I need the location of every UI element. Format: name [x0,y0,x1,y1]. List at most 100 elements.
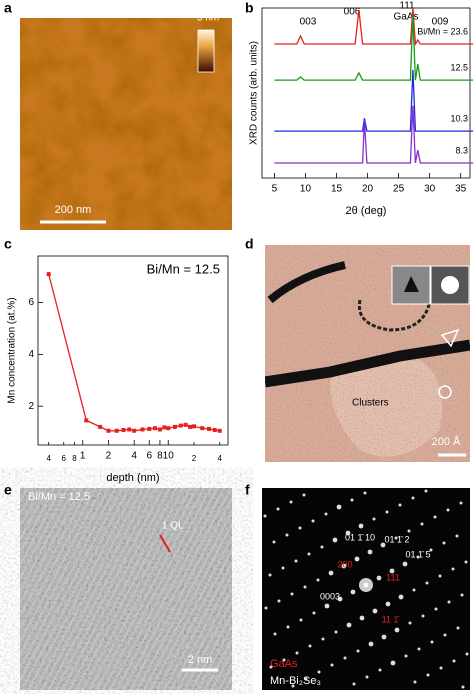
spot [281,566,285,570]
data-point [46,272,51,277]
x-tick-label: 6 [62,454,67,463]
spot [413,680,417,684]
spot-label: 111 [386,572,400,582]
spot [455,534,459,538]
spot [294,559,298,563]
spot [459,501,463,505]
data-point [121,427,126,432]
series-label: 12.5 [450,62,468,72]
spot [363,491,367,495]
data-point [140,427,145,432]
spot-label: 01 1̄ 10 [345,532,375,542]
spot [268,573,272,577]
spot [311,519,315,523]
spot [434,607,438,611]
spot [411,496,415,500]
spot [324,512,328,516]
spot [356,649,360,653]
x-tick-label: 2 [192,454,197,463]
spot [464,560,468,564]
x-tick-label: 35 [455,184,467,195]
spot [276,507,280,511]
series-label: 8.3 [455,145,468,155]
spot [354,556,360,562]
y-tick-label: 2 [28,401,34,412]
x-tick-label: 15 [331,184,343,195]
spot [451,567,455,571]
spot [269,665,273,669]
series-line [274,69,474,132]
spot [352,682,356,686]
scalebar-label: 2 nm [188,654,212,666]
y-axis-label: Mn concentration (at.%) [7,297,18,403]
spot [312,611,316,615]
spot [389,568,395,574]
series-line [274,14,474,81]
scalebar-label: 200 nm [55,204,92,216]
spot [378,668,382,672]
tem-image [20,488,232,690]
spot [350,498,354,502]
spot [438,574,442,578]
panel-label: d [245,236,254,252]
x-tick-label: 30 [424,184,436,195]
spot [285,533,289,537]
spot [424,489,428,493]
plot-frame [261,7,471,179]
stm-image [265,245,470,462]
spot [298,526,302,530]
x-tick-label: 8 [157,451,163,462]
spot [299,618,303,622]
spot [376,575,382,581]
data-point [132,428,137,433]
spot [408,621,412,625]
spot [350,589,356,595]
data-point [114,428,119,433]
spot [404,654,408,658]
panel-label: a [4,0,12,16]
spot [277,599,281,603]
spot [282,658,286,662]
spot [324,603,330,609]
chart-title: Bi/Mn = 12.5 [147,261,220,276]
series-line [274,105,474,164]
data-point [127,427,132,432]
spot [332,537,338,543]
data-point [207,426,212,431]
spot [273,632,277,636]
data-point [152,426,157,431]
spot [398,503,402,507]
x-tick-label: 1 [80,451,86,462]
data-point [172,424,177,429]
spot [295,651,299,655]
spot [416,555,420,559]
spot [337,596,343,602]
x-tick-label: 8 [72,454,77,463]
panel-label: b [245,0,254,16]
spot [443,633,447,637]
data-point [217,428,222,433]
y-tick-label: 4 [28,349,34,360]
spot [426,673,430,677]
spot [328,570,334,576]
legend-entry: GaAs [270,658,298,670]
colorbar-label: 5 nm [197,13,219,24]
x-tick-label: 4 [131,451,137,462]
x-tick-label: 4 [217,454,222,463]
x-tick-label: 20 [362,184,374,195]
peak-label: 006 [344,7,361,18]
spot [380,542,386,548]
spot [398,594,404,600]
spot [452,659,456,663]
spot [304,677,308,681]
series-label: 10.3 [450,113,468,123]
spot [345,530,351,536]
spot [359,578,373,592]
scalebar-label: 200 Å [432,435,461,448]
spot [302,493,306,497]
data-point [200,426,205,431]
spot [385,601,391,607]
spot [286,625,290,629]
colorbar [197,29,215,73]
